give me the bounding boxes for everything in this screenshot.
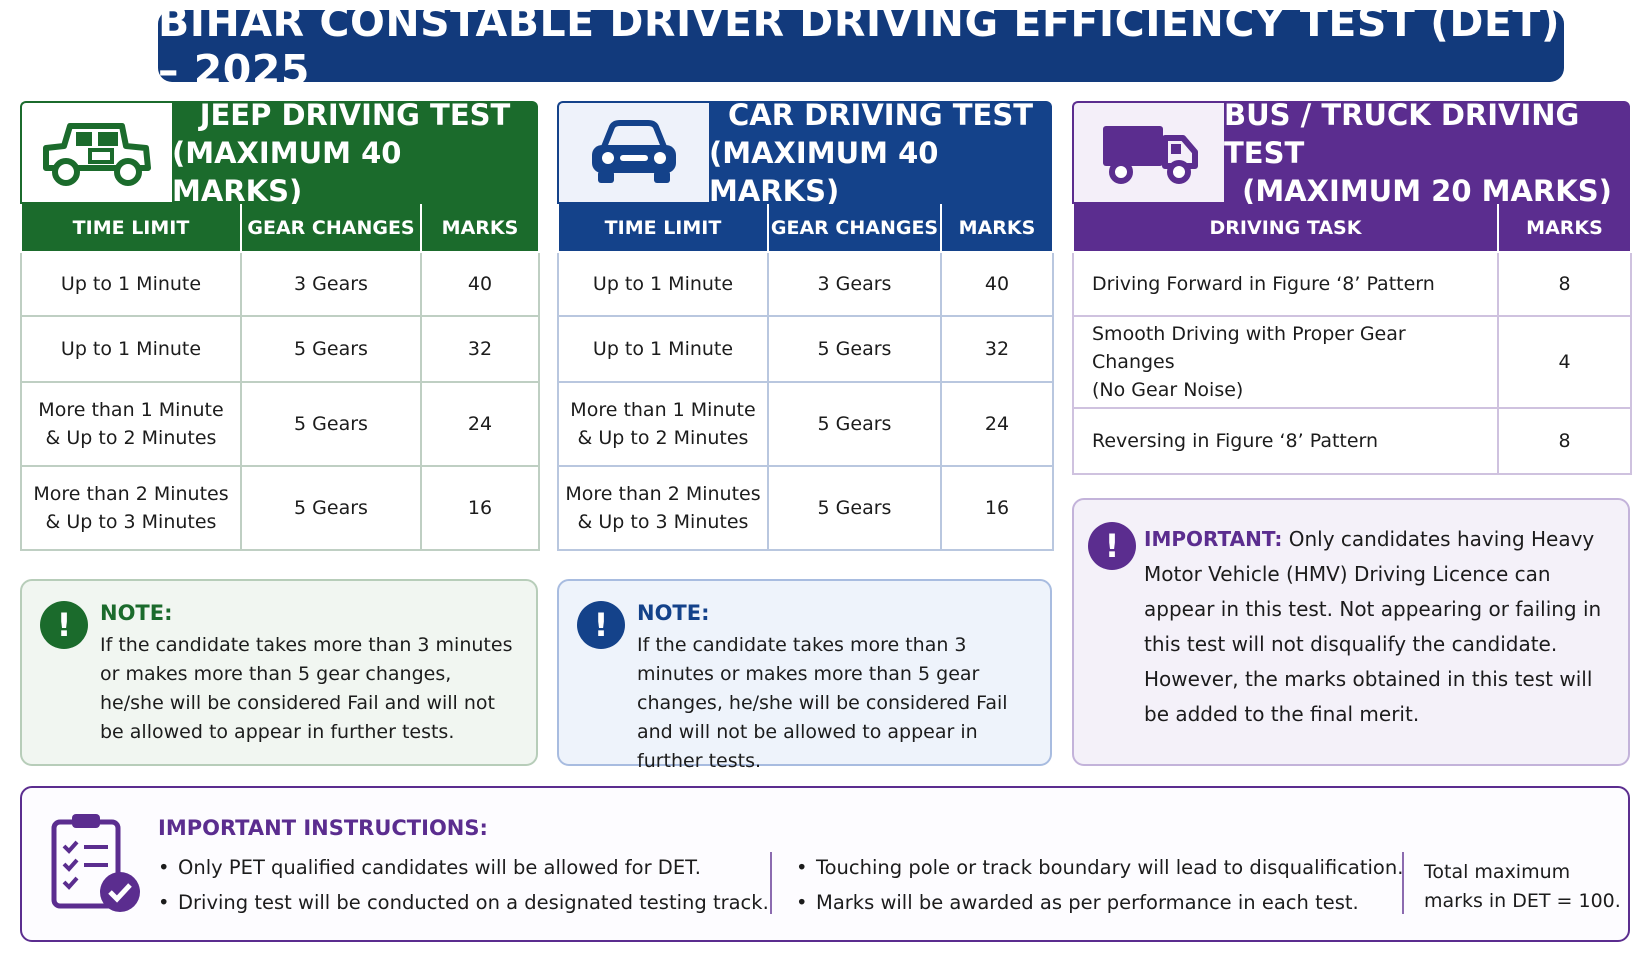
table-row: More than 1 Minute & Up to 2 Minutes 5 Ge… <box>20 381 540 467</box>
jeep-note-box: ! NOTE: If the candidate takes more than… <box>20 579 538 766</box>
clipboard-check-icon <box>48 810 148 924</box>
column-header: TIME LIMIT <box>20 204 242 253</box>
list-item: Only PET qualified candidates will be al… <box>158 850 769 885</box>
note-text: If the candidate takes more than 3 minut… <box>100 634 513 743</box>
car-panel-title: CAR DRIVING TEST (MAXIMUM 40 MARKS) <box>709 98 1052 208</box>
note-text: If the candidate takes more than 3 minut… <box>637 634 1008 772</box>
bus-marks-table: DRIVING TASK MARKS Driving Forward in Fi… <box>1072 204 1632 475</box>
table-row: Up to 1 Minute 5 Gears 32 <box>557 315 1054 383</box>
bus-panel-header: BUS / TRUCK DRIVING TEST (MAXIMUM 20 MAR… <box>1072 98 1630 208</box>
jeep-icon <box>20 101 172 204</box>
divider <box>770 852 772 914</box>
truck-icon <box>1072 101 1224 204</box>
car-test-panel: CAR DRIVING TEST (MAXIMUM 40 MARKS) TIME… <box>557 98 1054 558</box>
page-title: BIHAR CONSTABLE DRIVER DRIVING EFFICIENC… <box>158 0 1561 94</box>
title-banner: BIHAR CONSTABLE DRIVER DRIVING EFFICIENC… <box>158 0 1564 94</box>
divider <box>1402 852 1404 914</box>
jeep-panel-header: JEEP DRIVING TEST (MAXIMUM 40 MARKS) <box>20 98 538 208</box>
car-note-box: ! NOTE: If the candidate takes more than… <box>557 579 1052 772</box>
car-icon <box>557 101 709 204</box>
list-item: Driving test will be conducted on a desi… <box>158 885 769 920</box>
exclamation-icon: ! <box>1088 522 1136 570</box>
important-text: Only candidates having Heavy Motor Vehic… <box>1144 527 1602 726</box>
instructions-list-left: Only PET qualified candidates will be al… <box>158 850 769 920</box>
table-row: Driving Forward in Figure ‘8’ Pattern 8 <box>1072 251 1632 317</box>
jeep-test-panel: JEEP DRIVING TEST (MAXIMUM 40 MARKS) TIM… <box>20 98 540 558</box>
car-marks-table: TIME LIMIT GEAR CHANGES MARKS Up to 1 Mi… <box>557 204 1054 551</box>
list-item: Marks will be awarded as per performance… <box>796 885 1403 920</box>
column-header: DRIVING TASK <box>1072 204 1499 253</box>
table-row: More than 2 Minutes & Up to 3 Minutes 5 G… <box>557 465 1054 551</box>
total-marks-text: Total maximum marks in DET = 100. <box>1424 861 1621 912</box>
exclamation-icon: ! <box>40 601 88 649</box>
bus-truck-test-panel: BUS / TRUCK DRIVING TEST (MAXIMUM 20 MAR… <box>1072 98 1632 478</box>
exclamation-icon: ! <box>577 601 625 649</box>
instructions-list-right: Touching pole or track boundary will lea… <box>796 850 1403 920</box>
table-row: More than 2 Minutes & Up to 3 Minutes 5 G… <box>20 465 540 551</box>
column-header: GEAR CHANGES <box>767 204 942 253</box>
column-header: MARKS <box>1497 204 1632 253</box>
jeep-marks-table: TIME LIMIT GEAR CHANGES MARKS Up to 1 Mi… <box>20 204 540 551</box>
table-row: Reversing in Figure ‘8’ Pattern 8 <box>1072 407 1632 475</box>
hmv-important-box: ! IMPORTANT: Only candidates having Heav… <box>1072 498 1630 766</box>
table-row: More than 1 Minute & Up to 2 Minutes 5 Ge… <box>557 381 1054 467</box>
note-title: NOTE: <box>637 601 710 625</box>
jeep-panel-title: JEEP DRIVING TEST (MAXIMUM 40 MARKS) <box>172 98 538 208</box>
table-row: Smooth Driving with Proper Gear Changes(… <box>1072 315 1632 409</box>
column-header: GEAR CHANGES <box>240 204 422 253</box>
note-title: NOTE: <box>100 601 173 625</box>
list-item: Touching pole or track boundary will lea… <box>796 850 1403 885</box>
column-header: MARKS <box>940 204 1054 253</box>
instructions-title: IMPORTANT INSTRUCTIONS: <box>158 816 488 840</box>
table-row: Up to 1 Minute 3 Gears 40 <box>20 251 540 317</box>
column-header: MARKS <box>420 204 540 253</box>
instructions-box: IMPORTANT INSTRUCTIONS: Only PET qualifi… <box>20 786 1630 942</box>
table-row: Up to 1 Minute 5 Gears 32 <box>20 315 540 383</box>
table-row: Up to 1 Minute 3 Gears 40 <box>557 251 1054 317</box>
bus-panel-title: BUS / TRUCK DRIVING TEST (MAXIMUM 20 MAR… <box>1224 98 1630 208</box>
important-label: IMPORTANT: <box>1144 527 1283 551</box>
car-panel-header: CAR DRIVING TEST (MAXIMUM 40 MARKS) <box>557 98 1052 208</box>
column-header: TIME LIMIT <box>557 204 769 253</box>
